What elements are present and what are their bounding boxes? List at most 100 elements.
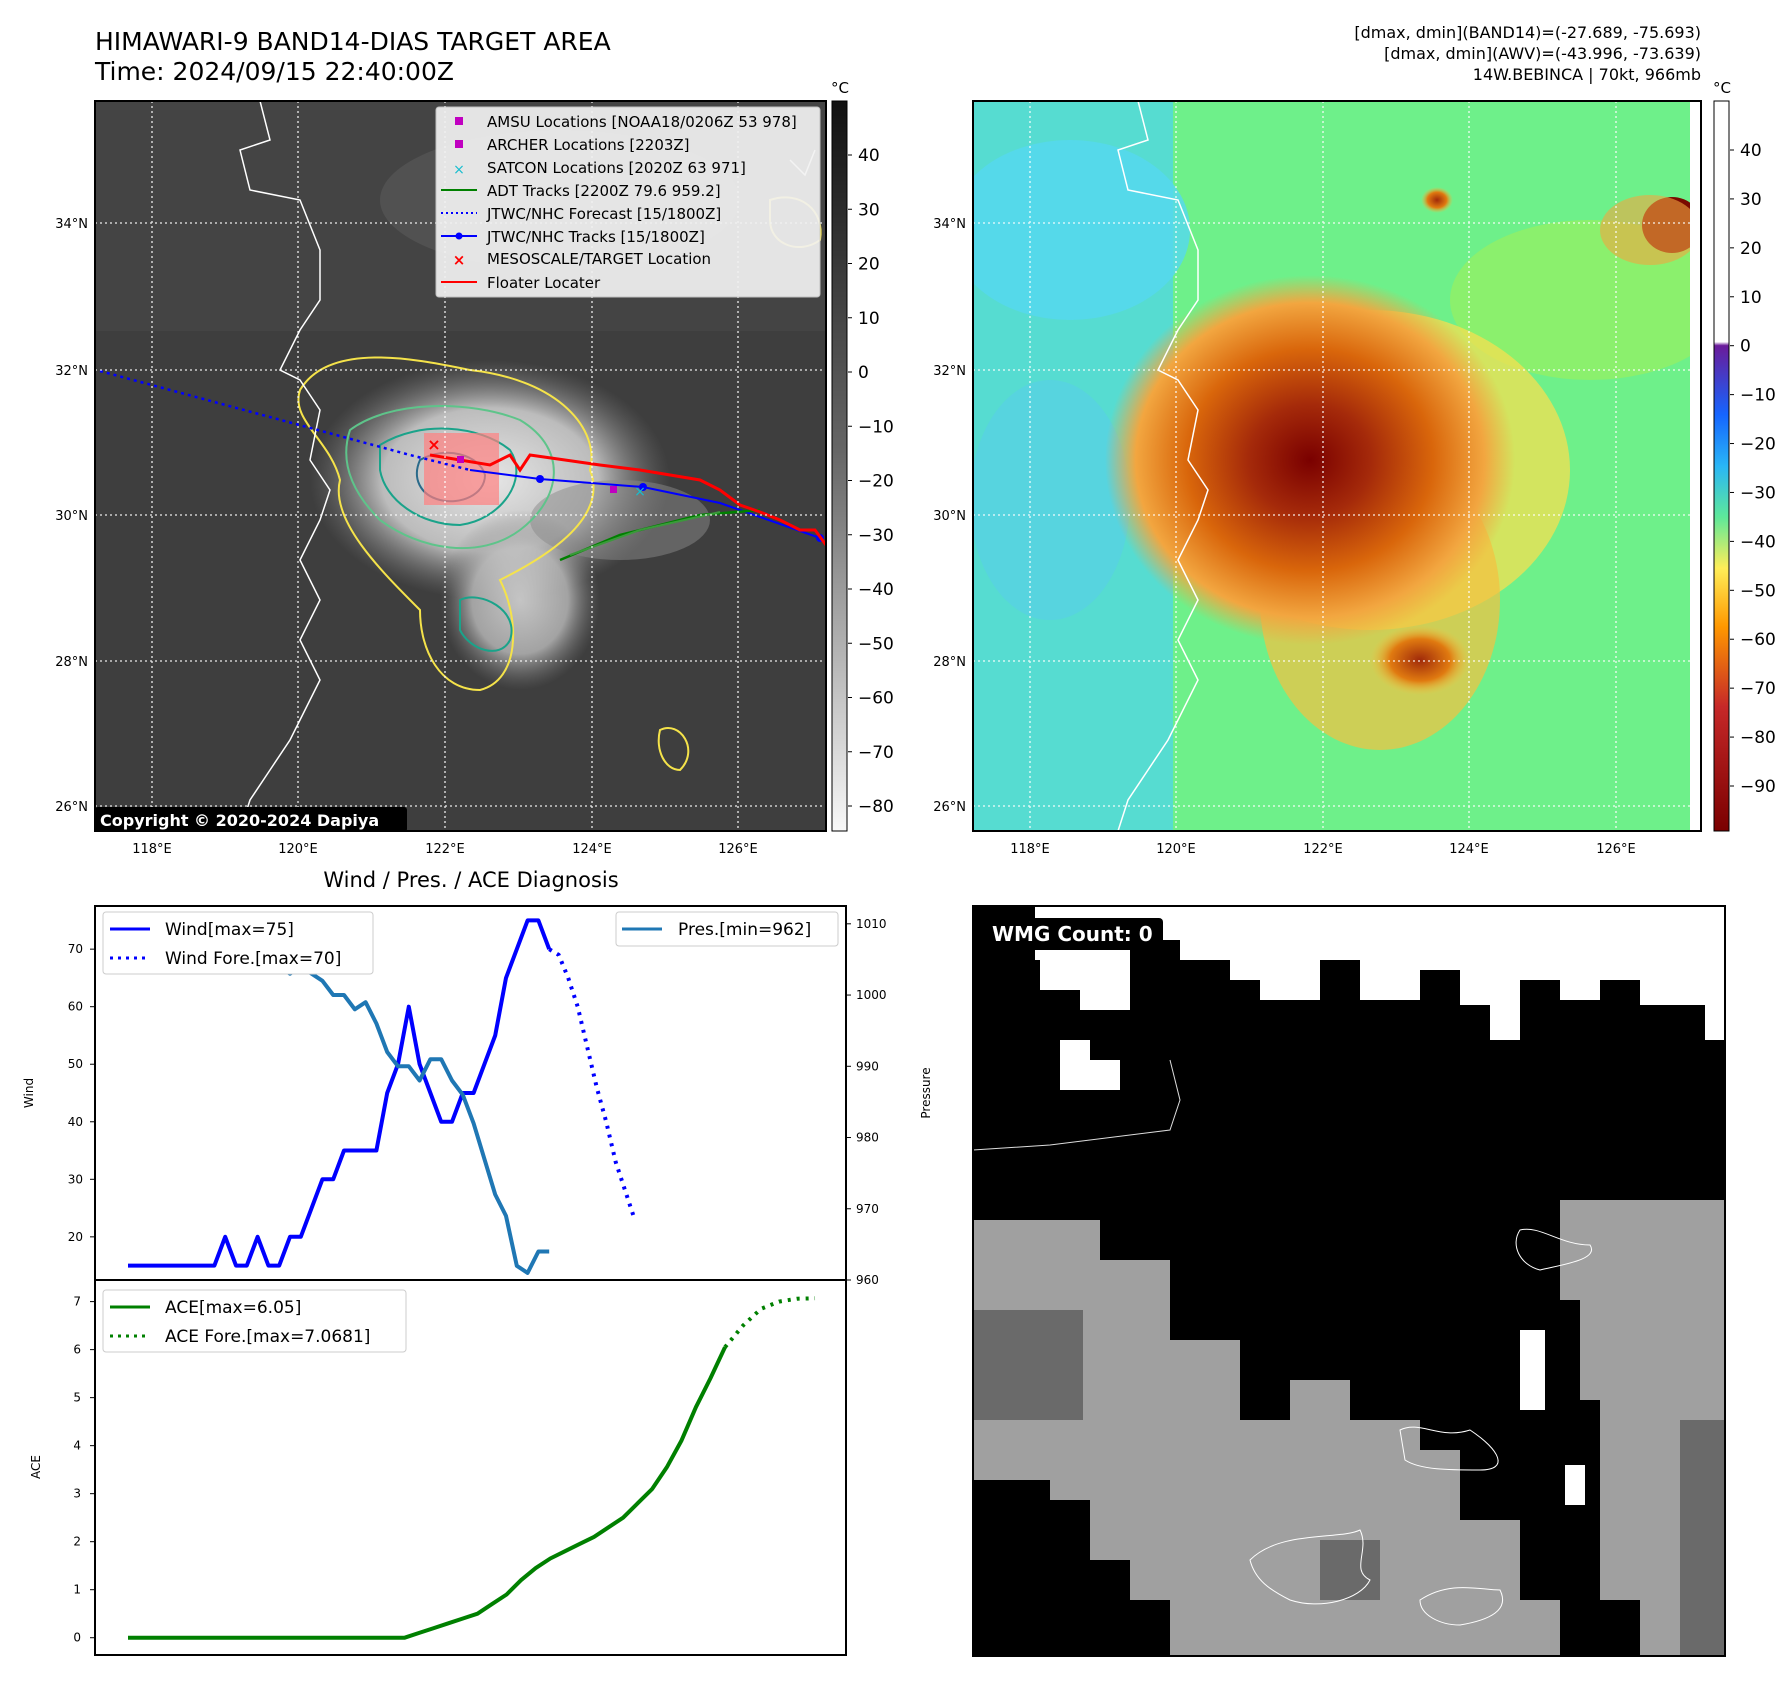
svg-text:34°N: 34°N	[933, 217, 966, 232]
copyright-text: Copyright © 2020-2024 Dapiya	[100, 811, 379, 830]
awv-colorbar-tick-label: −40	[1740, 532, 1776, 552]
ir-colorbar: °C 40 30 20 10 0 −10 −20 −30 −40 −50 −60 −70 −80	[831, 79, 894, 832]
legend-label-tracks: JTWC/NHC Tracks [15/1800Z]	[486, 228, 705, 246]
ir-colorbar-tick-label: −80	[858, 797, 894, 817]
wind-y-tick-label: 50	[68, 1057, 83, 1071]
awv-colorbar-tick-label: −20	[1740, 435, 1776, 455]
svg-text:120°E: 120°E	[278, 842, 318, 857]
wind-axis-label: Wind	[22, 1078, 36, 1108]
svg-text:Wind[max=75]: Wind[max=75]	[165, 920, 294, 940]
svg-text:32°N: 32°N	[933, 364, 966, 379]
pressure-axis-label: Pressure	[919, 1067, 933, 1118]
svg-text:28°N: 28°N	[55, 655, 88, 670]
svg-text:124°E: 124°E	[572, 842, 612, 857]
svg-text:°C: °C	[831, 79, 849, 97]
svg-text:122°E: 122°E	[425, 842, 465, 857]
svg-text:ACE[max=6.05]: ACE[max=6.05]	[165, 1298, 301, 1318]
ir-map-panel: × × AMSU Locations [NOAA18/0	[55, 79, 894, 857]
ace-legend: ACE[max=6.05] ACE Fore.[max=7.0681]	[102, 1289, 407, 1353]
ir-colorbar-tick-label: 30	[858, 200, 880, 220]
ir-colorbar-tick-label: −20	[858, 472, 894, 492]
pressure-y-tick-label: 960	[856, 1273, 879, 1287]
awv-colorbar-tick-label: −70	[1740, 679, 1776, 699]
pressure-y-tick-label: 1010	[856, 917, 887, 931]
svg-text:118°E: 118°E	[132, 842, 172, 857]
awv-colorbar-tick-label: 10	[1740, 288, 1762, 308]
stats-awv: [dmax, dmin](AWV)=(-43.996, -73.639)	[1384, 44, 1701, 63]
wind-y-tick-label: 70	[68, 942, 83, 956]
ace-line	[128, 1346, 727, 1640]
wind-y-tick-label: 30	[68, 1172, 83, 1186]
ir-colorbar-tick-label: −40	[858, 580, 894, 600]
awv-colorbar-tick-label: 0	[1740, 337, 1751, 357]
svg-text:26°N: 26°N	[55, 800, 88, 815]
ace-y-tick-label: 2	[73, 1535, 81, 1549]
legend-label-forecast: JTWC/NHC Forecast [15/1800Z]	[486, 205, 721, 223]
wind-forecast-line	[548, 947, 637, 1221]
svg-text:×: ×	[634, 484, 646, 500]
legend-label-amsu: AMSU Locations [NOAA18/0206Z 53 978]	[487, 113, 797, 131]
wind-y-tick-label: 60	[68, 1000, 83, 1014]
svg-text:Wind Fore.[max=70]: Wind Fore.[max=70]	[165, 949, 341, 969]
ace-y-tick-label: 3	[73, 1487, 81, 1501]
pressure-y-tick-label: 990	[856, 1059, 879, 1073]
svg-text:122°E: 122°E	[1303, 842, 1343, 857]
ir-colorbar-tick-label: 20	[858, 255, 880, 275]
legend-marker-target: ×	[453, 251, 466, 269]
pressure-legend: Pres.[min=962]	[615, 911, 839, 947]
awv-colorbar-tick-label: 30	[1740, 190, 1762, 210]
figure-time: Time: 2024/09/15 22:40:00Z	[94, 57, 454, 86]
svg-text:118°E: 118°E	[1010, 842, 1050, 857]
svg-text:34°N: 34°N	[55, 217, 88, 232]
wind-pressure-chart: 20 30 40 50 60 70 960 970 980 990 1000 1010 Wind P…	[22, 905, 933, 1287]
svg-text:120°E: 120°E	[1156, 842, 1196, 857]
ir-colorbar-tick-label: 10	[858, 309, 880, 329]
ace-y-tick-label: 5	[73, 1391, 81, 1405]
ir-legend: AMSU Locations [NOAA18/0206Z 53 978] ARC…	[435, 106, 821, 298]
wmg-count-badge	[983, 918, 1163, 950]
ir-colorbar-tick-label: 0	[858, 363, 869, 383]
stats-band14: [dmax, dmin](BAND14)=(-27.689, -75.693)	[1354, 23, 1701, 42]
wind-line	[128, 918, 552, 1268]
diagnosis-title: Wind / Pres. / ACE Diagnosis	[323, 868, 618, 892]
svg-text:Pres.[min=962]: Pres.[min=962]	[678, 920, 811, 940]
ir-colorbar-tick-label: −50	[858, 634, 894, 654]
wind-legend: Wind[max=75] Wind Fore.[max=70]	[102, 911, 374, 975]
awv-colorbar-tick-label: −10	[1740, 386, 1776, 406]
ace-y-tick-label: 6	[73, 1343, 81, 1357]
awv-colorbar: °C 40 30 20 10 0 −10 −20 −30 −40 −50 −60 −70 −80 −90	[1713, 79, 1776, 832]
awv-colorbar-tick-label: −90	[1740, 777, 1776, 797]
ace-y-tick-label: 1	[73, 1583, 81, 1597]
copyright-badge	[95, 807, 407, 832]
wind-y-tick-label: 40	[68, 1115, 83, 1129]
storm-info: 14W.BEBINCA | 70kt, 966mb	[1473, 65, 1701, 84]
svg-text:126°E: 126°E	[718, 842, 758, 857]
ir-colorbar-tick-label: 40	[858, 146, 880, 166]
wmg-count-label: WMG Count: 0	[992, 922, 1153, 946]
ace-y-tick-label: 0	[73, 1631, 81, 1645]
ir-axis-labels: 118°E 120°E 122°E 124°E 126°E 34°N 32°N …	[55, 217, 758, 857]
svg-text:×: ×	[427, 435, 440, 454]
awv-colorbar-tick-label: 20	[1740, 239, 1762, 259]
legend-label-satcon: SATCON Locations [2020Z 63 971]	[487, 159, 746, 177]
legend-marker-archer	[455, 140, 463, 148]
awv-map-panel: 118°E 120°E 122°E 124°E 126°E 34°N 32°N …	[933, 79, 1776, 857]
ir-colorbar-tick-label: −10	[858, 417, 894, 437]
legend-label-archer: ARCHER Locations [2203Z]	[487, 136, 690, 154]
svg-text:°C: °C	[1713, 79, 1731, 97]
pressure-y-tick-label: 980	[856, 1131, 879, 1145]
awv-colorbar-tick-label: −50	[1740, 581, 1776, 601]
wind-y-tick-label: 20	[68, 1230, 83, 1244]
ace-axis-label: ACE	[29, 1455, 43, 1479]
legend-label-floater: Floater Locater	[487, 274, 601, 292]
ace-y-tick-label: 7	[73, 1295, 81, 1309]
awv-colorbar-tick-label: 40	[1740, 141, 1762, 161]
figure-title: HIMAWARI-9 BAND14-DIAS TARGET AREA	[95, 27, 611, 56]
ace-chart: 0 1 2 3 4 5 6 7 ACE ACE[max=6.05] ACE Fore.[max…	[29, 1279, 847, 1656]
svg-text:26°N: 26°N	[933, 800, 966, 815]
svg-text:30°N: 30°N	[55, 509, 88, 524]
awv-colorbar-tick-label: −30	[1740, 483, 1776, 503]
legend-label-target: MESOSCALE/TARGET Location	[487, 250, 711, 268]
legend-marker-satcon: ×	[453, 162, 465, 178]
